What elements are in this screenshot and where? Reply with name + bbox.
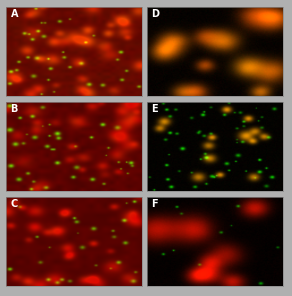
Text: C: C bbox=[11, 199, 18, 209]
Text: A: A bbox=[11, 9, 18, 19]
Text: F: F bbox=[152, 199, 158, 209]
Text: B: B bbox=[11, 104, 18, 114]
Text: E: E bbox=[152, 104, 158, 114]
Text: D: D bbox=[152, 9, 159, 19]
